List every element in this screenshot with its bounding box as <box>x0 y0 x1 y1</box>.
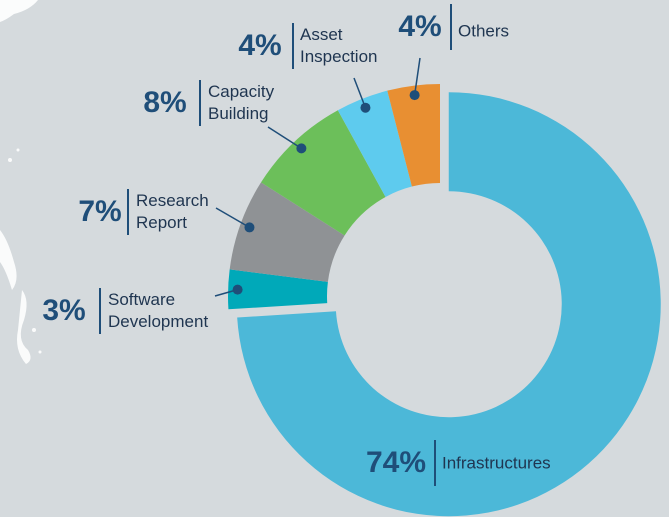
category-label: Capacity Building <box>208 82 279 123</box>
leader-line <box>215 207 250 229</box>
category-label: Software Development <box>108 290 208 331</box>
value-label: 4% <box>238 29 281 62</box>
value-label: 4% <box>398 10 441 43</box>
slice <box>237 92 661 517</box>
category-label: Asset Inspection <box>300 25 378 66</box>
leader-dot <box>244 222 255 233</box>
slices <box>228 84 661 517</box>
leader-line <box>267 126 302 150</box>
leader-dot <box>296 143 307 154</box>
value-label: 74% <box>366 446 426 479</box>
map-decoration <box>0 0 42 364</box>
leader-line <box>353 77 367 108</box>
value-label: 3% <box>42 294 85 327</box>
value-label: 7% <box>78 195 121 228</box>
slice <box>387 84 440 187</box>
value-label: 8% <box>143 86 186 119</box>
slice <box>229 182 345 282</box>
category-label: Others <box>458 21 509 40</box>
leader-dot <box>409 90 420 101</box>
category-label: Infrastructures <box>442 453 551 472</box>
slice <box>228 269 328 310</box>
slice <box>261 110 386 236</box>
category-label: Research Report <box>136 191 213 232</box>
leader-dot <box>232 284 243 295</box>
leader-dot <box>360 102 371 113</box>
leader-line <box>413 57 421 96</box>
labels: 74% Infrastructures 3% Software Development… <box>42 4 551 486</box>
slice <box>337 90 412 197</box>
